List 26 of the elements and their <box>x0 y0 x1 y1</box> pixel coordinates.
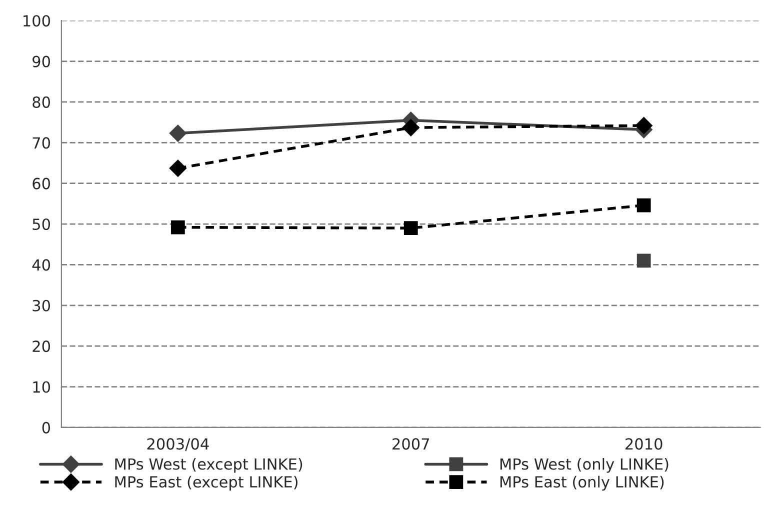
x-tick-label: 2003/04 <box>147 438 209 451</box>
y-tick-label: 0 <box>42 422 50 434</box>
point <box>636 254 651 268</box>
legend-label: MPs West (except LINKE) <box>115 458 302 473</box>
y-tick-label: 30 <box>32 300 50 312</box>
point <box>402 119 420 136</box>
point <box>169 124 186 142</box>
y-tick-label: 60 <box>32 178 50 190</box>
y-tick-label: 50 <box>32 218 50 230</box>
y-tick-label: 40 <box>32 259 50 271</box>
y-tick-label: 70 <box>32 137 50 149</box>
x-tick-label: 2010 <box>626 438 662 450</box>
point <box>169 160 186 177</box>
legend-label: MPs East (except LINKE) <box>115 476 298 491</box>
point <box>170 220 185 234</box>
point <box>404 221 418 236</box>
y-tick-label: 20 <box>32 340 50 352</box>
point <box>635 117 652 134</box>
legend-label: MPs West (only LINKE) <box>500 458 668 473</box>
y-tick-label: 80 <box>32 96 50 108</box>
y-tick-label: 10 <box>33 381 50 393</box>
point <box>636 198 651 212</box>
legend-label: MPs East (only LINKE) <box>500 476 664 491</box>
x-tick-label: 2007 <box>392 438 430 450</box>
y-tick-label: 90 <box>32 56 50 68</box>
y-tick-label: 100 <box>24 15 50 27</box>
